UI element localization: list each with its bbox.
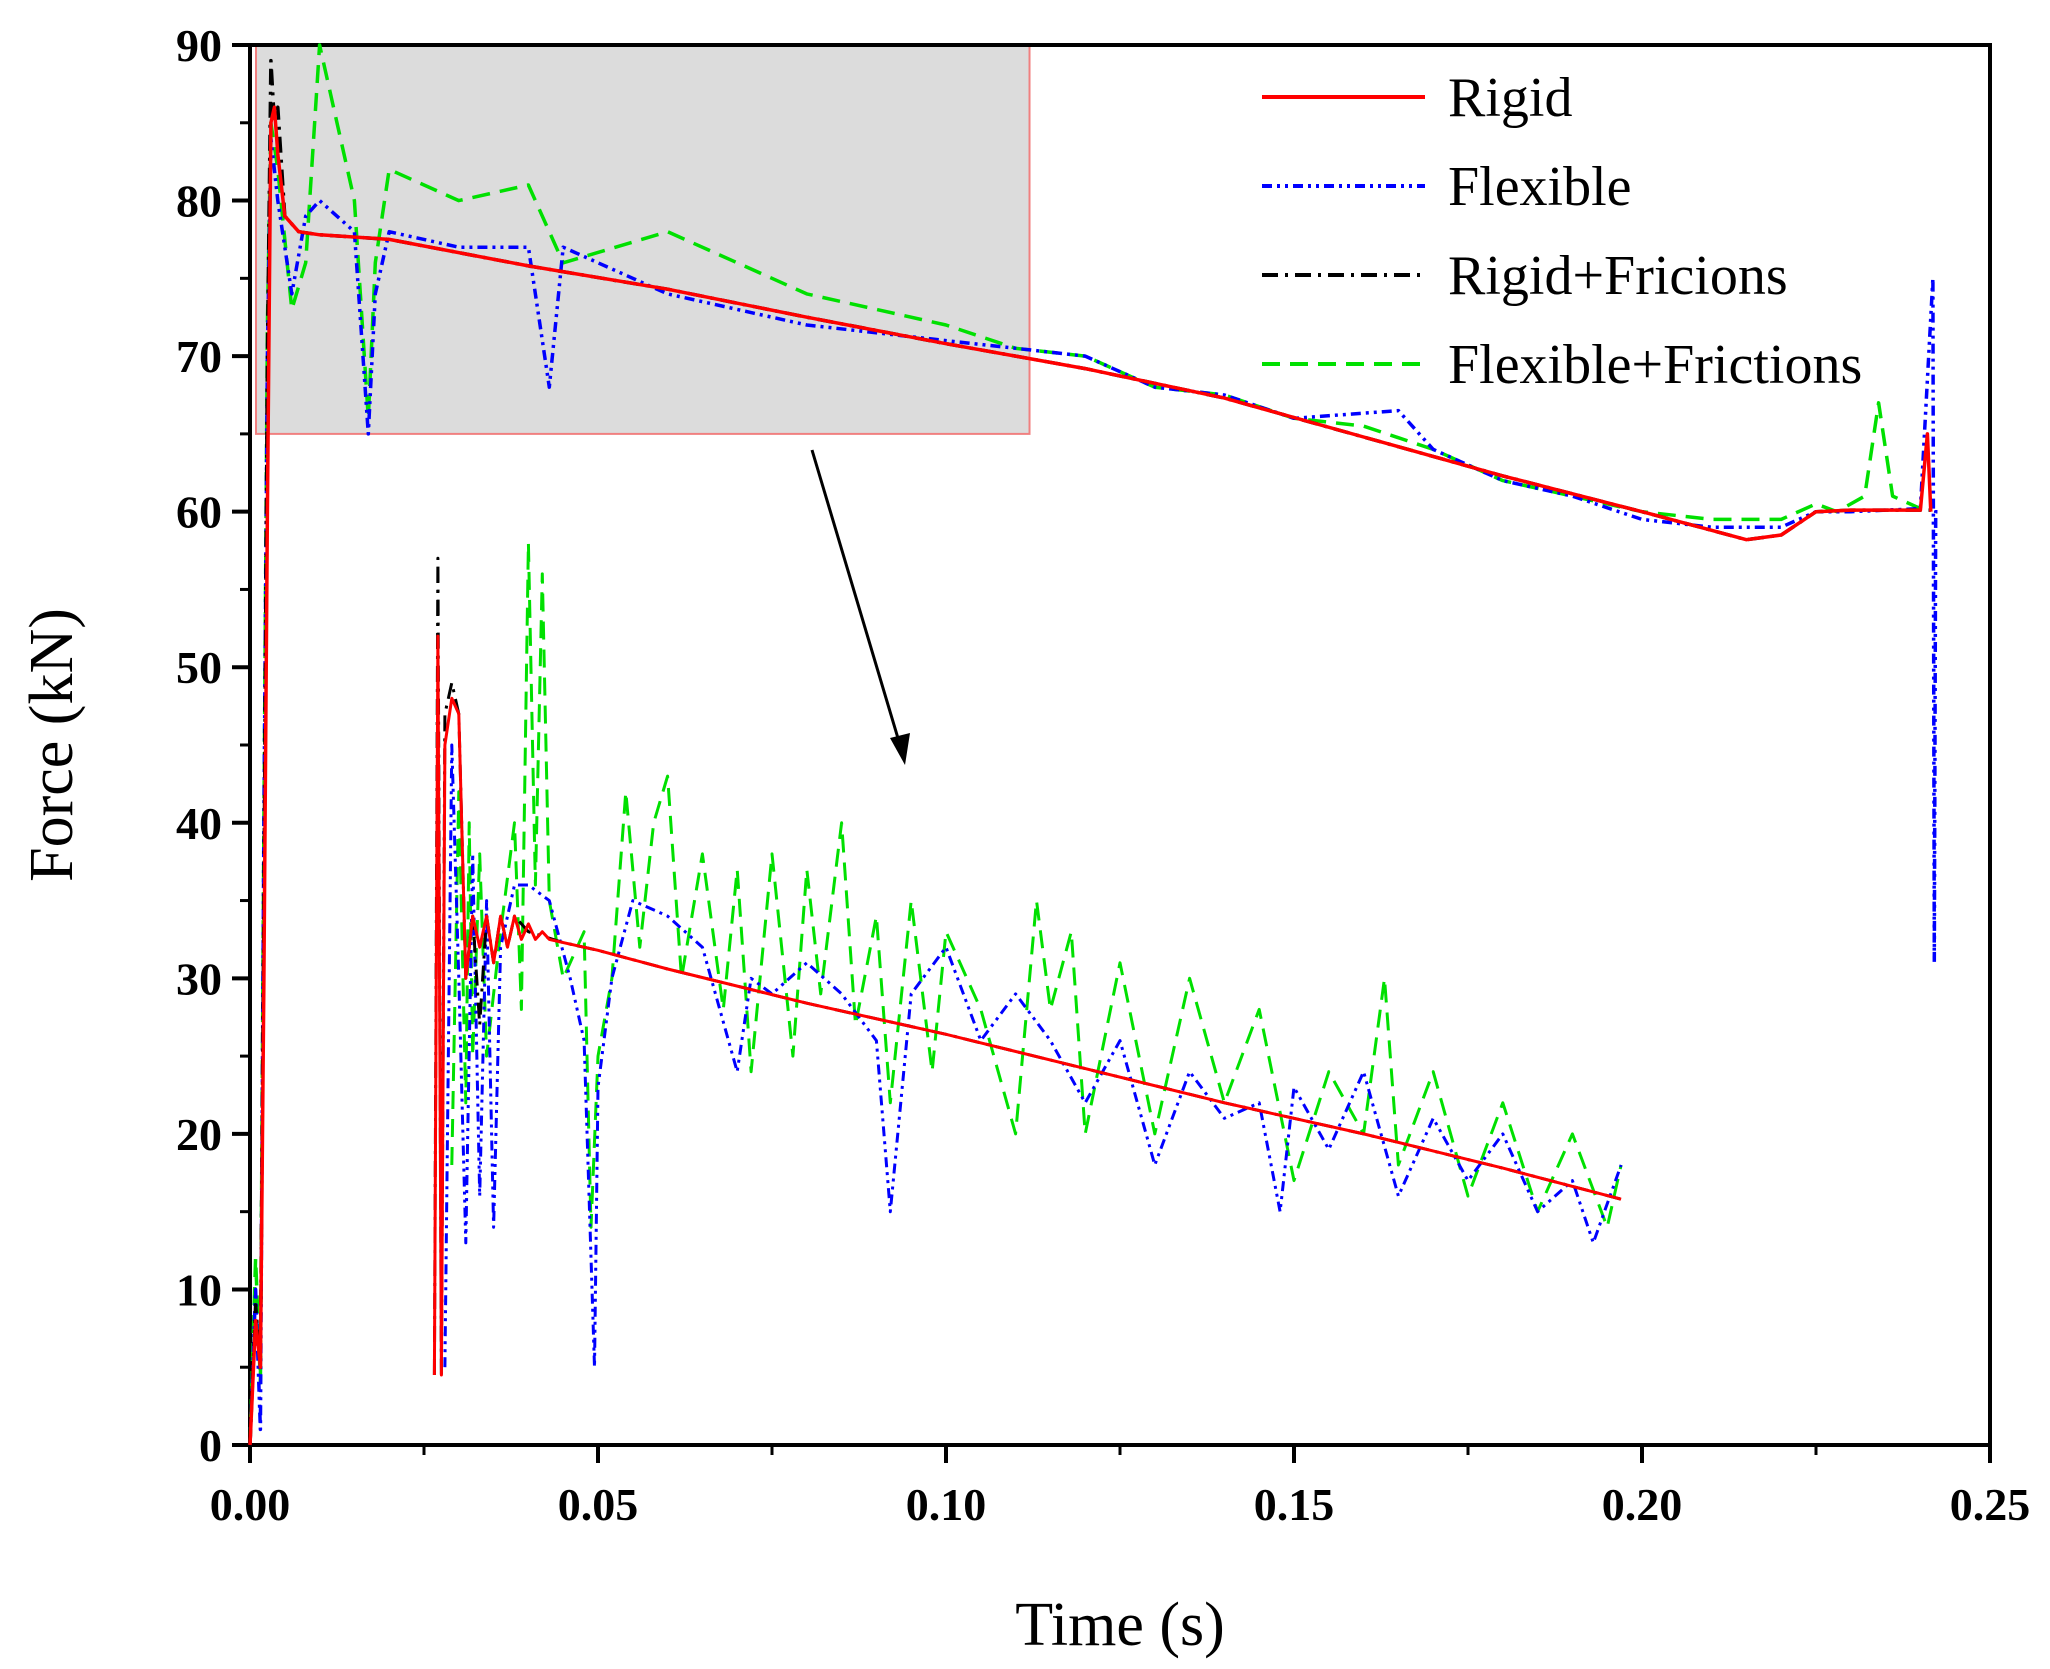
y-tick-label: 0	[199, 1420, 222, 1471]
axis-titles: Time (s) Force (kN)	[18, 608, 1225, 1659]
legend-label-rigid: Rigid	[1448, 67, 1572, 129]
inset-line-rigid	[432, 634, 1622, 1377]
x-tick-label: 0.10	[906, 1479, 987, 1530]
x-axis-title: Time (s)	[1015, 1591, 1225, 1659]
y-tick-label: 10	[176, 1264, 222, 1315]
main-series	[248, 43, 1938, 1446]
ticks: 0.00 0.05 0.10 0.15 0.20 0.25 0 10 20 30 40 50 60 70 8…	[176, 20, 2030, 1530]
x-tick-label: 0.15	[1254, 1479, 1335, 1530]
y-tick-label: 80	[176, 176, 222, 227]
legend-label-rigid-fricions: Rigid+Fricions	[1448, 245, 1788, 307]
x-tick-label: 0.00	[210, 1479, 291, 1530]
y-tick-label: 70	[176, 331, 222, 382]
inset-line-flexible-frictions	[450, 541, 1623, 1229]
y-tick-label: 50	[176, 642, 222, 693]
y-axis-title: Force (kN)	[18, 608, 86, 882]
x-tick-label: 0.25	[1950, 1479, 2031, 1530]
y-tick-label: 20	[176, 1109, 222, 1160]
legend: Rigid Flexible Rigid+Fricions Flexible+Fric…	[1262, 67, 1862, 396]
series-line-flexible	[248, 136, 1938, 1446]
inset-series	[432, 541, 1623, 1377]
x-tick-label: 0.20	[1602, 1479, 1683, 1530]
y-tick-label: 30	[176, 953, 222, 1004]
y-tick-label: 60	[176, 487, 222, 538]
zoom-arrow	[810, 449, 910, 765]
legend-label-flexible: Flexible	[1448, 156, 1632, 218]
inset-line-flexible	[443, 743, 1623, 1369]
zoom-arrow-head	[890, 733, 910, 765]
y-tick-label: 90	[176, 20, 222, 71]
legend-label-flexible-frictions: Flexible+Frictions	[1448, 334, 1862, 396]
y-tick-label: 40	[176, 798, 222, 849]
x-tick-label: 0.05	[558, 1479, 639, 1530]
series-line-rigid	[248, 105, 1933, 1446]
zoom-arrow-line	[810, 449, 902, 746]
